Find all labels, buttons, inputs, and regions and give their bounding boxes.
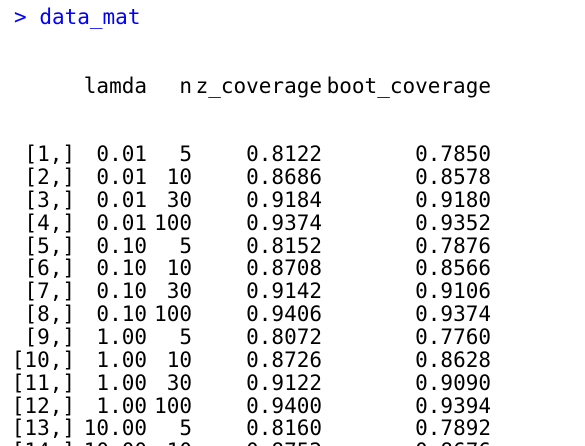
table-row: [11,] 1.00 30 0.9122 0.9090 (0, 370, 491, 395)
cell-n: 100 (154, 210, 192, 235)
cell-n: 30 (166, 370, 192, 395)
cell-n: 5 (179, 324, 192, 349)
cell-z-coverage: 0.8726 (246, 347, 322, 372)
row-index: [11,] (11, 370, 75, 395)
command-line: > data_mat (14, 6, 140, 29)
cell-z-coverage: 0.9406 (246, 302, 322, 327)
cell-boot-coverage: 0.7850 (415, 142, 491, 167)
cell-n: 10 (166, 347, 192, 372)
cell-lamda: 0.10 (96, 302, 147, 327)
cell-lamda: 0.10 (96, 233, 147, 258)
cell-boot-coverage: 0.9090 (415, 370, 491, 395)
cell-z-coverage: 0.8686 (246, 165, 322, 190)
cell-z-coverage: 0.8152 (246, 233, 322, 258)
cell-n: 10 (166, 165, 192, 190)
cell-z-coverage: 0.8160 (246, 416, 322, 441)
matrix-output: lamda n z_coverage boot_coverage [1,] 0.0… (0, 29, 491, 446)
cell-lamda: 0.10 (96, 279, 147, 304)
cell-lamda: 0.01 (96, 187, 147, 212)
table-row: [9,] 1.00 5 0.8072 0.7760 (0, 326, 491, 349)
cell-boot-coverage: 0.8578 (415, 165, 491, 190)
cell-z-coverage: 0.8122 (246, 142, 322, 167)
table-row: [10,] 1.00 10 0.8726 0.8628 (0, 347, 491, 372)
cell-lamda: 0.10 (96, 256, 147, 281)
cell-lamda: 0.01 (96, 142, 147, 167)
table-row: [13,] 10.00 5 0.8160 0.7892 (0, 417, 491, 440)
cell-z-coverage: 0.9142 (246, 279, 322, 304)
cell-z-coverage: 0.9374 (246, 210, 322, 235)
header-row-index (0, 75, 75, 98)
cell-lamda: 1.00 (96, 347, 147, 372)
cell-n: 5 (179, 416, 192, 441)
cell-n: 100 (154, 302, 192, 327)
cell-z-coverage: 0.8708 (246, 256, 322, 281)
cell-lamda: 10.00 (83, 416, 147, 441)
cell-n: 5 (179, 233, 192, 258)
cell-boot-coverage: 0.8676 (322, 440, 491, 446)
cell-lamda: 1.00 (96, 324, 147, 349)
row-index: [12,] (11, 393, 75, 418)
row-index: [14,] (0, 440, 75, 446)
row-index: [7,] (24, 279, 75, 304)
cell-boot-coverage: 0.7892 (415, 416, 491, 441)
cell-lamda: 1.00 (96, 370, 147, 395)
cell-n: 100 (154, 393, 192, 418)
table-row: [1,] 0.01 5 0.8122 0.7850 (0, 143, 491, 166)
row-index: [4,] (24, 210, 75, 235)
command-text: data_mat (39, 5, 141, 29)
cell-lamda: 0.01 (96, 165, 147, 190)
console-prompt: > (14, 5, 27, 29)
cell-z-coverage: 0.9184 (246, 187, 322, 212)
cell-boot-coverage: 0.7876 (415, 233, 491, 258)
cell-z-coverage: 0.9122 (246, 370, 322, 395)
header-z-coverage: z_coverage (195, 73, 322, 98)
table-row: [7,] 0.10 30 0.9142 0.9106 (0, 280, 491, 303)
cell-n: 10 (147, 440, 192, 446)
matrix-rows: [1,] 0.01 5 0.8122 0.7850 [2,] 0.01 10 0.8686 0.8… (0, 143, 491, 446)
table-row: [2,] 0.01 10 0.8686 0.8578 (0, 166, 491, 189)
table-row: [6,] 0.10 10 0.8708 0.8566 (0, 257, 491, 280)
table-row: [12,] 1.00 100 0.9400 0.9394 (0, 393, 491, 418)
cell-boot-coverage: 0.8628 (415, 347, 491, 372)
row-index: [6,] (24, 256, 75, 281)
cell-boot-coverage: 0.8566 (415, 256, 491, 281)
cell-boot-coverage: 0.9180 (415, 187, 491, 212)
matrix-header-row: lamda n z_coverage boot_coverage (0, 73, 491, 98)
row-index: [13,] (11, 416, 75, 441)
cell-n: 10 (166, 256, 192, 281)
cell-n: 30 (166, 279, 192, 304)
row-index: [1,] (24, 142, 75, 167)
table-row: [5,] 0.10 5 0.8152 0.7876 (0, 233, 491, 258)
cell-boot-coverage: 0.9352 (415, 210, 491, 235)
row-index: [8,] (24, 302, 75, 327)
header-boot-coverage: boot_coverage (326, 73, 491, 98)
row-index: [5,] (24, 233, 75, 258)
cell-n: 30 (166, 187, 192, 212)
table-row: [3,] 0.01 30 0.9184 0.9180 (0, 189, 491, 212)
cell-n: 5 (179, 142, 192, 167)
row-index: [10,] (11, 347, 75, 372)
header-n: n (179, 73, 192, 98)
cell-lamda: 1.00 (96, 393, 147, 418)
row-index: [2,] (24, 165, 75, 190)
cell-boot-coverage: 0.9394 (415, 393, 491, 418)
header-lamda: lamda (83, 73, 147, 98)
cell-lamda: 0.01 (96, 210, 147, 235)
row-index: [9,] (24, 324, 75, 349)
cell-z-coverage: 0.8752 (192, 440, 322, 446)
cell-boot-coverage: 0.9374 (415, 302, 491, 327)
cell-boot-coverage: 0.7760 (415, 324, 491, 349)
cell-z-coverage: 0.8072 (246, 324, 322, 349)
table-row: [4,] 0.01 100 0.9374 0.9352 (0, 210, 491, 235)
table-row: [8,] 0.10 100 0.9406 0.9374 (0, 303, 491, 326)
cell-lamda: 10.00 (75, 440, 147, 446)
row-index: [3,] (24, 187, 75, 212)
cell-z-coverage: 0.9400 (246, 393, 322, 418)
cell-boot-coverage: 0.9106 (415, 279, 491, 304)
